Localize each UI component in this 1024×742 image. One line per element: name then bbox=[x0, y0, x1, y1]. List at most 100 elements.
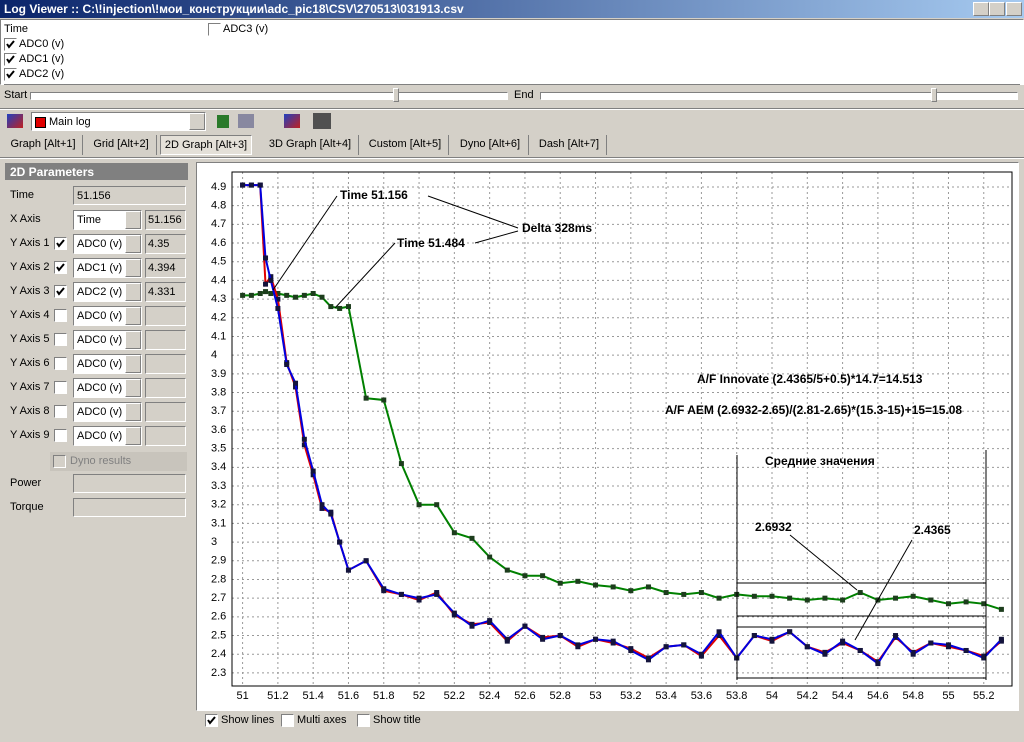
y-tick-label: 3.7 bbox=[211, 405, 226, 417]
data-point bbox=[275, 296, 281, 302]
checkbox[interactable] bbox=[4, 53, 17, 66]
data-point bbox=[434, 591, 440, 597]
combo[interactable]: ADC0 (v) bbox=[73, 426, 142, 446]
combo[interactable]: ADC0 (v) bbox=[73, 306, 142, 326]
combo[interactable]: ADC1 (v) bbox=[73, 258, 142, 278]
toolbar-icon[interactable] bbox=[313, 113, 331, 129]
checkbox[interactable] bbox=[54, 357, 67, 370]
x-tick-label: 51.4 bbox=[302, 690, 323, 702]
option-label: Show title bbox=[373, 714, 421, 726]
data-point bbox=[928, 640, 934, 646]
option-label: Show lines bbox=[221, 714, 275, 726]
data-point bbox=[751, 633, 757, 639]
field-label: Y Axis 7 bbox=[10, 381, 50, 393]
log-color bbox=[35, 117, 46, 128]
toolbar-icon[interactable] bbox=[263, 114, 277, 128]
close-button[interactable] bbox=[1006, 2, 1022, 16]
combo[interactable]: ADC0 (v) bbox=[73, 402, 142, 422]
option-label: Multi axes bbox=[297, 714, 347, 726]
checkbox[interactable] bbox=[54, 261, 67, 274]
data-point bbox=[628, 588, 634, 594]
x-tick-label: 51.2 bbox=[267, 690, 288, 702]
y-tick-label: 2.7 bbox=[211, 592, 226, 604]
check-stroke bbox=[56, 263, 65, 272]
minimize-button[interactable] bbox=[973, 2, 989, 16]
tab[interactable]: Grid [Alt+2] bbox=[86, 135, 157, 155]
slider-thumb[interactable] bbox=[393, 88, 399, 102]
checkbox[interactable] bbox=[357, 714, 370, 727]
checkbox[interactable] bbox=[54, 405, 67, 418]
checkbox[interactable] bbox=[281, 714, 294, 727]
toolbar-icon[interactable] bbox=[284, 114, 300, 128]
tab[interactable]: Dash [Alt+7] bbox=[532, 135, 607, 155]
checkbox[interactable] bbox=[54, 429, 67, 442]
data-point bbox=[240, 182, 246, 188]
combo-button[interactable] bbox=[189, 113, 205, 130]
checkbox[interactable] bbox=[54, 237, 67, 250]
combo-button[interactable] bbox=[125, 307, 141, 325]
end-slider[interactable] bbox=[540, 92, 1018, 100]
annotation: Time 51.156 bbox=[340, 188, 408, 202]
toolbar-icon[interactable] bbox=[238, 114, 254, 128]
data-point bbox=[257, 290, 263, 296]
combo-button[interactable] bbox=[125, 259, 141, 277]
tab[interactable]: Custom [Alt+5] bbox=[362, 135, 449, 155]
annotation-line bbox=[854, 539, 913, 641]
y-tick-label: 4 bbox=[211, 349, 217, 361]
check-stroke bbox=[6, 40, 15, 49]
x-tick-label: 52.8 bbox=[550, 690, 571, 702]
checkbox[interactable] bbox=[54, 333, 67, 346]
data-point bbox=[451, 610, 457, 616]
tab[interactable]: Graph [Alt+1] bbox=[4, 135, 83, 155]
tab[interactable]: Dyno [Alt+6] bbox=[452, 135, 529, 155]
series-line bbox=[242, 184, 1003, 666]
value-text: 4.35 bbox=[148, 238, 170, 250]
checkbox[interactable] bbox=[4, 68, 17, 81]
data-point bbox=[769, 593, 775, 599]
checkbox[interactable] bbox=[54, 285, 67, 298]
combo[interactable]: ADC0 (v) bbox=[73, 354, 142, 374]
combo[interactable]: ADC0 (v) bbox=[73, 234, 142, 254]
combo-button[interactable] bbox=[125, 379, 141, 397]
log-combo[interactable]: Main log bbox=[31, 112, 206, 131]
check-stroke bbox=[207, 716, 216, 725]
tab[interactable]: 2D Graph [Alt+3] bbox=[160, 135, 252, 155]
combo[interactable]: ADC0 (v) bbox=[73, 330, 142, 350]
x-axis-combo[interactable]: Time bbox=[73, 210, 142, 230]
checkbox[interactable] bbox=[53, 455, 66, 468]
combo-button[interactable] bbox=[125, 283, 141, 301]
combo-button[interactable] bbox=[125, 403, 141, 421]
data-point bbox=[284, 292, 290, 298]
combo-button[interactable] bbox=[125, 427, 141, 445]
data-point bbox=[875, 661, 881, 667]
checkbox[interactable] bbox=[54, 309, 67, 322]
field-label: Y Axis 2 bbox=[10, 261, 50, 273]
combo-text: Time bbox=[77, 214, 102, 226]
checkbox[interactable] bbox=[205, 714, 218, 727]
chart: 2.3 2.4 2.5 2.6 2.7 2.8 2.9 3 3.1 3.2 3.3 3.4 3.5 3.6… bbox=[211, 171, 1013, 702]
x-tick-label: 53 bbox=[589, 690, 601, 702]
toolbar-icon[interactable] bbox=[217, 115, 229, 128]
checkbox[interactable] bbox=[54, 381, 67, 394]
y-tick-label: 3.2 bbox=[211, 499, 226, 511]
annotation: A/F Innovate (2.4365/5+0.5)*14.7=14.513 bbox=[697, 372, 923, 386]
toolbar-icon[interactable] bbox=[7, 114, 23, 128]
maximize-button[interactable] bbox=[989, 2, 1005, 16]
field-label: Y Axis 4 bbox=[10, 309, 50, 321]
combo[interactable]: ADC2 (v) bbox=[73, 282, 142, 302]
data-point bbox=[593, 582, 599, 588]
combo-button[interactable] bbox=[125, 235, 141, 253]
tab[interactable]: 3D Graph [Alt+4] bbox=[262, 135, 359, 155]
checkbox[interactable] bbox=[208, 23, 221, 36]
data-point bbox=[751, 593, 757, 599]
data-point bbox=[840, 638, 846, 644]
checkbox[interactable] bbox=[4, 38, 17, 51]
combo-button[interactable] bbox=[125, 355, 141, 373]
data-point bbox=[769, 636, 775, 642]
value-text: 4.331 bbox=[148, 286, 176, 298]
combo[interactable]: ADC0 (v) bbox=[73, 378, 142, 398]
combo-button[interactable] bbox=[125, 211, 141, 229]
start-slider[interactable] bbox=[30, 92, 508, 100]
combo-button[interactable] bbox=[125, 331, 141, 349]
slider-thumb[interactable] bbox=[931, 88, 937, 102]
